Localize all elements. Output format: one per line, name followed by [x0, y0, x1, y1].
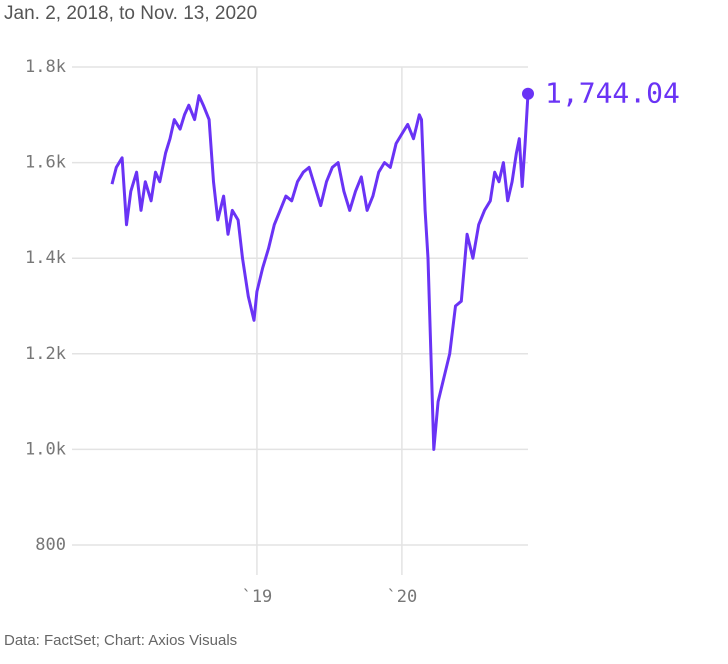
- y-tick-label: 1.0k: [25, 439, 66, 459]
- price-line: [110, 93, 530, 451]
- x-tick-label: `19: [242, 587, 273, 607]
- chart-subtitle: Jan. 2, 2018, to Nov. 13, 2020: [4, 3, 257, 24]
- x-tick-label: `20: [387, 587, 418, 607]
- y-tick-label: 1.4k: [25, 248, 66, 268]
- y-tick-label: 1.8k: [25, 57, 66, 77]
- last-point: [522, 87, 534, 100]
- y-tick-label: 800: [35, 535, 66, 555]
- y-tick-label: 1.6k: [25, 153, 66, 173]
- last-value-label: 1,744.04: [545, 77, 680, 110]
- source-note: Data: FactSet; Chart: Axios Visuals: [4, 632, 237, 649]
- y-tick-label: 1.2k: [25, 344, 66, 364]
